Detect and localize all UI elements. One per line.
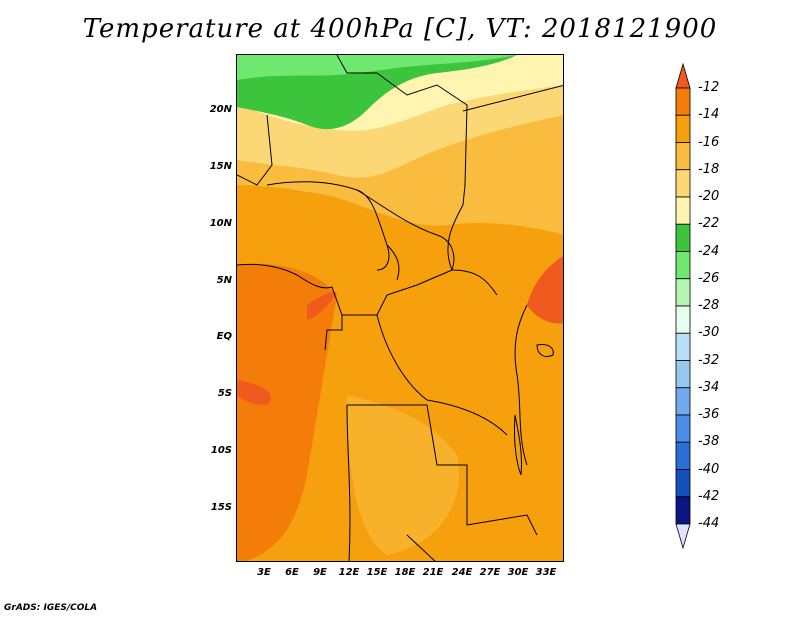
colorbar-segment — [675, 169, 691, 198]
colorbar-segment — [675, 387, 691, 416]
colorbar-label: -30 — [698, 325, 720, 341]
colorbar-segment — [675, 441, 691, 470]
colorbar-top-arrow — [675, 62, 691, 89]
colorbar-bottom-arrow — [675, 523, 691, 550]
field-12-west — [237, 380, 271, 405]
colorbar-segment — [675, 87, 691, 116]
colorbar-label: -38 — [698, 434, 720, 450]
colorbar-label: -22 — [698, 216, 720, 232]
colorbar-label: -24 — [698, 243, 720, 259]
colorbar-segment — [675, 360, 691, 389]
colorbar-segment — [675, 196, 691, 225]
y-tick-15n: 15N — [209, 161, 232, 172]
grads-credit: GrADS: IGES/COLA — [4, 603, 98, 613]
x-tick-18e: 18E — [394, 567, 416, 578]
colorbar-label: -26 — [698, 270, 720, 286]
field-12-east — [527, 256, 563, 324]
colorbar-label: -36 — [698, 407, 720, 422]
lakes — [514, 344, 554, 476]
colorbar-segment — [675, 332, 691, 361]
colorbar-segment — [675, 223, 691, 252]
colorbar-label: -18 — [698, 161, 720, 177]
x-tick-3e: 3E — [257, 567, 271, 578]
colorbar-segment — [675, 305, 691, 334]
colorbar-label: -12 — [698, 80, 720, 95]
colorbar-label: -16 — [698, 134, 720, 150]
x-tick-24e: 24E — [451, 567, 473, 578]
y-tick-10n: 10N — [209, 218, 232, 229]
y-tick-10s: 10S — [210, 445, 232, 456]
x-tick-21e: 21E — [422, 567, 444, 578]
colorbar-segment — [675, 114, 691, 143]
colorbar-label: -28 — [698, 298, 720, 313]
colorbar-label: -42 — [698, 488, 720, 504]
colorbar-label: -44 — [698, 516, 720, 531]
y-tick-20n: 20N — [209, 104, 232, 115]
map-field — [237, 55, 563, 561]
colorbar-label: -40 — [698, 461, 720, 477]
colorbar-segment — [675, 496, 691, 525]
colorbar-label: -34 — [698, 379, 720, 395]
y-tick-5n: 5N — [216, 275, 232, 286]
colorbar-segment — [675, 251, 691, 280]
x-tick-30e: 30E — [507, 567, 529, 578]
y-tick-15s: 15S — [210, 502, 232, 513]
country-borders — [237, 55, 563, 561]
field-14-west — [237, 263, 337, 561]
x-tick-6e: 6E — [285, 567, 299, 578]
colorbar-label: -20 — [698, 189, 720, 204]
colorbar-label: -14 — [698, 107, 720, 123]
colorbar-segment — [675, 469, 691, 498]
y-tick-5s: 5S — [217, 388, 232, 399]
x-tick-9e: 9E — [313, 567, 327, 578]
field-12-central — [307, 292, 337, 320]
colorbar-label: -32 — [698, 352, 720, 368]
colorbar-segment — [675, 142, 691, 171]
field-26 — [237, 55, 517, 80]
temperature-map — [236, 54, 564, 562]
x-tick-15e: 15E — [366, 567, 388, 578]
x-tick-12e: 12E — [338, 567, 360, 578]
x-tick-33e: 33E — [535, 567, 557, 578]
chart-title: Temperature at 400hPa [C], VT: 201812190… — [82, 14, 718, 44]
colorbar-segment — [675, 414, 691, 443]
y-tick-eq: EQ — [216, 331, 232, 342]
x-tick-27e: 27E — [479, 567, 501, 578]
field-18-south — [347, 395, 459, 555]
colorbar-segment — [675, 278, 691, 307]
